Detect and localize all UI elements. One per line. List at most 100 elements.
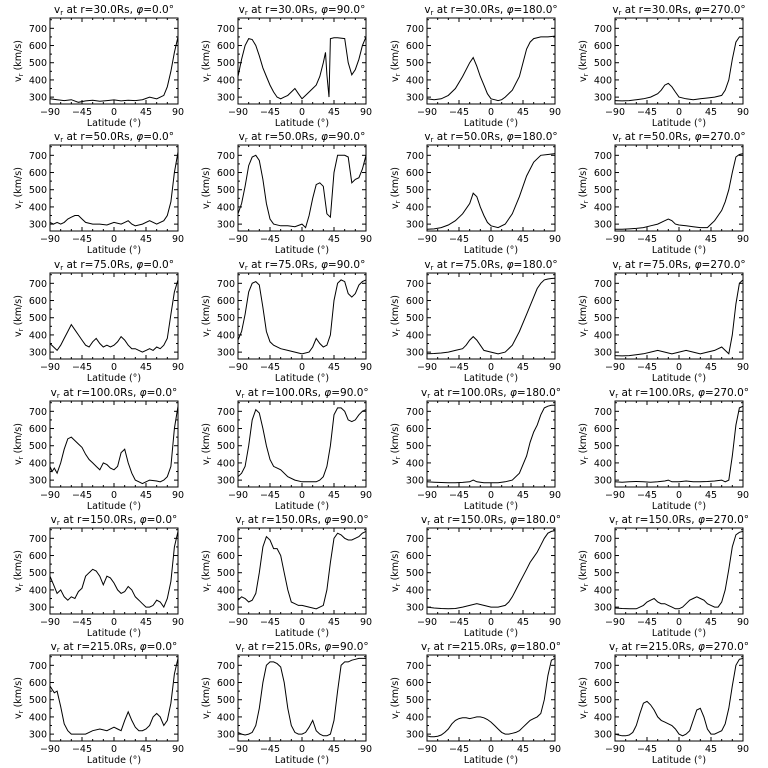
x-tick-label: 0: [676, 362, 682, 373]
y-axis-label: vr (km/s): [578, 550, 590, 592]
x-tick-label: 45: [328, 617, 340, 628]
x-axis-label: Latitude (°): [275, 245, 329, 256]
x-tick-label: −45: [260, 744, 280, 755]
y-tick-label: 500: [594, 58, 612, 69]
panel-title: vr at r=150.0Rs, φ=180.0°: [421, 514, 561, 527]
x-tick-label: 0: [111, 617, 117, 628]
plot-frame: [237, 400, 367, 488]
y-tick-label: 400: [406, 202, 424, 213]
y-tick-label: 400: [217, 458, 235, 469]
x-axis-label: Latitude (°): [464, 118, 518, 129]
panel-75.0-0.0: vr at r=75.0Rs, φ=0.0° −90 −45 0 45 90 300 400 5…: [13, 259, 184, 384]
x-axis-label: Latitude (°): [652, 373, 706, 384]
x-axis-label: Latitude (°): [275, 373, 329, 384]
x-axis-label: Latitude (°): [464, 628, 518, 639]
x-axis-label: Latitude (°): [87, 245, 141, 256]
y-tick-label: 300: [406, 603, 424, 614]
vr-profile-line: [426, 530, 556, 610]
y-tick-label: 700: [217, 661, 235, 672]
y-tick-label: 300: [29, 220, 47, 231]
y-tick-label: 400: [29, 330, 47, 341]
y-tick-label: 700: [217, 407, 235, 418]
x-tick-label: 45: [328, 744, 340, 755]
x-axis-label: Latitude (°): [87, 755, 141, 766]
x-tick-label: −45: [449, 490, 469, 501]
vr-profile-line: [426, 35, 556, 102]
y-tick-label: 300: [594, 348, 612, 359]
x-tick-label: 0: [676, 617, 682, 628]
y-tick-label: 600: [29, 551, 47, 562]
y-tick-label: 300: [29, 730, 47, 741]
plot-frame: [237, 527, 367, 615]
x-axis-label: Latitude (°): [87, 373, 141, 384]
y-tick-label: 600: [594, 678, 612, 689]
y-tick-label: 300: [594, 220, 612, 231]
y-tick-label: 700: [594, 534, 612, 545]
y-tick-label: 500: [29, 313, 47, 324]
x-tick-label: −90: [417, 107, 437, 118]
y-tick-label: 500: [594, 313, 612, 324]
y-tick-label: 400: [406, 458, 424, 469]
y-tick-label: 700: [406, 279, 424, 290]
x-tick-label: −45: [72, 107, 92, 118]
x-tick-label: 90: [360, 744, 372, 755]
y-tick-label: 300: [406, 220, 424, 231]
x-axis-label: Latitude (°): [464, 245, 518, 256]
y-tick-label: 700: [217, 24, 235, 35]
y-tick-label: 500: [29, 568, 47, 579]
panel-title: vr at r=30.0Rs, φ=270.0°: [612, 4, 745, 17]
y-tick-label: 500: [406, 441, 424, 452]
y-axis-label: vr (km/s): [578, 677, 590, 719]
x-tick-label: 45: [705, 617, 717, 628]
x-tick-label: −90: [605, 490, 625, 501]
y-tick-label: 600: [217, 168, 235, 179]
y-axis-label: vr (km/s): [578, 40, 590, 82]
y-tick-label: 500: [217, 313, 235, 324]
y-axis-label: vr (km/s): [201, 423, 213, 465]
y-tick-label: 600: [29, 678, 47, 689]
x-tick-label: −90: [417, 490, 437, 501]
x-tick-label: 90: [737, 107, 749, 118]
y-tick-label: 500: [217, 568, 235, 579]
y-tick-label: 400: [594, 458, 612, 469]
x-tick-label: 45: [328, 362, 340, 373]
x-tick-label: 90: [549, 490, 561, 501]
x-tick-label: −45: [449, 107, 469, 118]
y-tick-label: 300: [217, 730, 235, 741]
x-tick-label: 90: [360, 234, 372, 245]
x-axis-label: Latitude (°): [464, 755, 518, 766]
y-tick-label: 700: [29, 24, 47, 35]
y-tick-label: 500: [29, 441, 47, 452]
panel-150.0-270.0: vr at r=150.0Rs, φ=270.0° −90 −45 0 45 90 300 4…: [578, 514, 749, 639]
y-tick-label: 400: [406, 75, 424, 86]
y-axis-label: vr (km/s): [201, 40, 213, 82]
x-tick-label: 45: [705, 490, 717, 501]
y-axis-label: vr (km/s): [390, 677, 402, 719]
x-tick-label: −90: [228, 362, 248, 373]
x-tick-label: 45: [705, 107, 717, 118]
panel-title: vr at r=150.0Rs, φ=90.0°: [235, 514, 368, 527]
x-axis-label: Latitude (°): [275, 755, 329, 766]
x-tick-label: 0: [488, 107, 494, 118]
y-axis-label: vr (km/s): [390, 295, 402, 337]
y-tick-label: 500: [217, 695, 235, 706]
y-tick-label: 300: [594, 603, 612, 614]
x-tick-label: 0: [488, 234, 494, 245]
x-tick-label: 45: [705, 744, 717, 755]
panel-215.0-180.0: vr at r=215.0Rs, φ=180.0° −90 −45 0 45 90 300 4…: [390, 641, 561, 766]
panel-title: vr at r=75.0Rs, φ=270.0°: [612, 259, 745, 272]
panel-title: vr at r=100.0Rs, φ=90.0°: [235, 387, 368, 400]
plot-frame: [614, 527, 744, 615]
y-tick-label: 700: [217, 534, 235, 545]
y-tick-label: 700: [217, 151, 235, 162]
y-tick-label: 600: [594, 424, 612, 435]
vr-profile-line: [49, 406, 179, 485]
vr-profile-line: [237, 407, 367, 483]
vr-profile-line: [426, 657, 556, 738]
plot-frame: [49, 400, 179, 488]
y-tick-label: 500: [217, 58, 235, 69]
y-tick-label: 300: [406, 93, 424, 104]
y-tick-label: 400: [29, 75, 47, 86]
x-tick-label: −90: [605, 234, 625, 245]
